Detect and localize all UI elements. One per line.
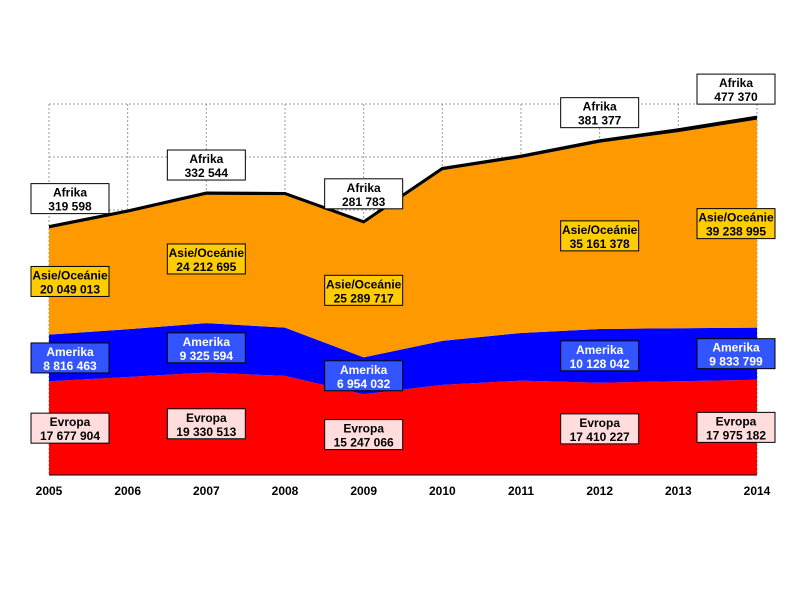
x-tick-label: 2009 [350,484,377,498]
data-label-value: 39 238 995 [706,225,766,239]
data-label-series-name: Asie/Oceánie [326,277,402,291]
data-label-box [30,342,110,374]
x-tick-label: 2007 [193,484,220,498]
data-label-box [166,408,246,440]
data-label-value: 9 833 799 [709,355,763,369]
data-label-box [696,208,776,240]
data-label-value: 281 783 [342,195,386,209]
x-tick-label: 2010 [429,484,456,498]
data-label-box [30,265,110,297]
data-label-box [324,419,404,451]
data-label-value: 17 677 904 [40,429,100,443]
data-label-box [560,97,640,129]
x-axis-ticks: 2005 2006 2007 2008 2009 2010 2011 2012 2013 2014 [36,484,771,498]
data-label-value: 20 049 013 [40,282,100,296]
data-label-box [30,412,110,444]
data-label-value: 19 330 513 [176,425,236,439]
data-label-value: 15 247 066 [334,436,394,450]
data-label-series-name: Asie/Oceánie [698,211,774,225]
data-label-box [324,274,404,306]
data-label-box [560,340,640,372]
data-label-value: 381 377 [578,114,622,128]
data-label-series-name: Evropa [579,416,620,430]
data-label-box [166,332,246,364]
x-tick-label: 2011 [508,484,534,498]
x-tick-label: 2008 [272,484,299,498]
area-asie-oce-nie [49,119,757,358]
data-label-box [696,411,776,443]
data-label-box [324,178,404,210]
data-label-box [324,360,404,392]
data-label-value: 6 954 032 [337,377,391,391]
data-label-box [696,338,776,370]
data-label-value: 10 128 042 [570,357,630,371]
data-label-series-name: Evropa [186,411,227,425]
data-label-box [560,413,640,445]
data-label-series-name: Afrika [189,152,223,166]
data-label-value: 25 289 717 [334,291,394,305]
x-tick-label: 2006 [114,484,141,498]
data-label-series-name: Asie/Oceánie [562,223,638,237]
data-label-series-name: Amerika [46,345,94,359]
data-label-value: 9 325 594 [180,349,234,363]
data-label-series-name: Evropa [716,414,757,428]
data-label-series-name: Afrika [53,186,87,200]
data-label-value: 17 410 227 [570,430,630,444]
data-label-box [166,243,246,275]
data-label-series-name: Amerika [576,343,624,357]
data-label-series-name: Evropa [50,415,91,429]
data-label-box [696,73,776,105]
data-label-box [30,183,110,215]
data-label-series-name: Asie/Oceánie [169,246,245,260]
data-label-value: 319 598 [48,200,92,214]
data-label-box [166,149,246,181]
data-label-series-name: Asie/Oceánie [32,268,108,282]
data-label-series-name: Afrika [347,181,381,195]
data-label-series-name: Amerika [183,335,231,349]
data-label-series-name: Afrika [719,76,753,90]
data-label-series-name: Amerika [340,363,388,377]
data-label-value: 477 370 [714,90,758,104]
x-tick-label: 2005 [36,484,63,498]
data-label-value: 332 544 [185,166,229,180]
x-tick-label: 2012 [586,484,613,498]
data-label-value: 8 816 463 [43,359,97,373]
x-tick-label: 2013 [665,484,692,498]
data-label-series-name: Evropa [343,422,384,436]
data-label-value: 17 975 182 [706,428,766,442]
data-label-value: 24 212 695 [176,260,236,274]
data-label-value: 35 161 378 [570,237,630,251]
data-label-box [560,220,640,252]
data-label-series-name: Amerika [712,341,760,355]
data-label-series-name: Afrika [583,100,617,114]
x-tick-label: 2014 [744,484,771,498]
